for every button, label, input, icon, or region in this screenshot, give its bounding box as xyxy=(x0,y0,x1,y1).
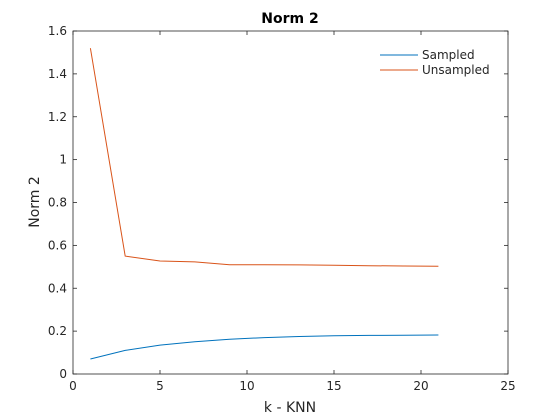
series-line-sampled xyxy=(90,334,439,360)
x-tick-label: 20 xyxy=(413,379,428,393)
x-tick-label: 25 xyxy=(500,379,515,393)
y-tick-label: 1 xyxy=(59,153,67,167)
y-tick-label: 0.4 xyxy=(48,281,67,295)
x-tick-label: 5 xyxy=(156,379,164,393)
x-axis: 0 5 10 15 20 25 xyxy=(69,31,516,393)
axes-box xyxy=(72,30,509,375)
y-tick-label: 1.4 xyxy=(48,67,67,81)
y-tick-label: 1.6 xyxy=(48,24,67,38)
legend-label-sampled: Sampled xyxy=(422,48,475,62)
x-tick-label: 0 xyxy=(69,379,77,393)
y-tick-label: 0 xyxy=(59,367,67,381)
series-lines xyxy=(89,48,439,360)
y-axis: 0 0.2 0.4 0.6 0.8 1 1.2 1.4 1.6 xyxy=(48,24,508,381)
y-axis-label: Norm 2 xyxy=(27,176,43,228)
series-line-unsampled xyxy=(89,48,439,267)
x-tick-label: 15 xyxy=(326,379,341,393)
legend-label-unsampled: Unsampled xyxy=(422,63,490,77)
plot-frame xyxy=(72,30,509,375)
chart-title: Norm 2 xyxy=(261,11,318,27)
y-tick-label: 0.2 xyxy=(48,324,67,338)
x-tick-label: 10 xyxy=(239,379,254,393)
y-tick-label: 0.6 xyxy=(48,238,67,252)
y-tick-label: 0.8 xyxy=(48,196,67,210)
x-axis-label: k - KNN xyxy=(264,400,316,416)
y-tick-label: 1.2 xyxy=(48,110,67,124)
